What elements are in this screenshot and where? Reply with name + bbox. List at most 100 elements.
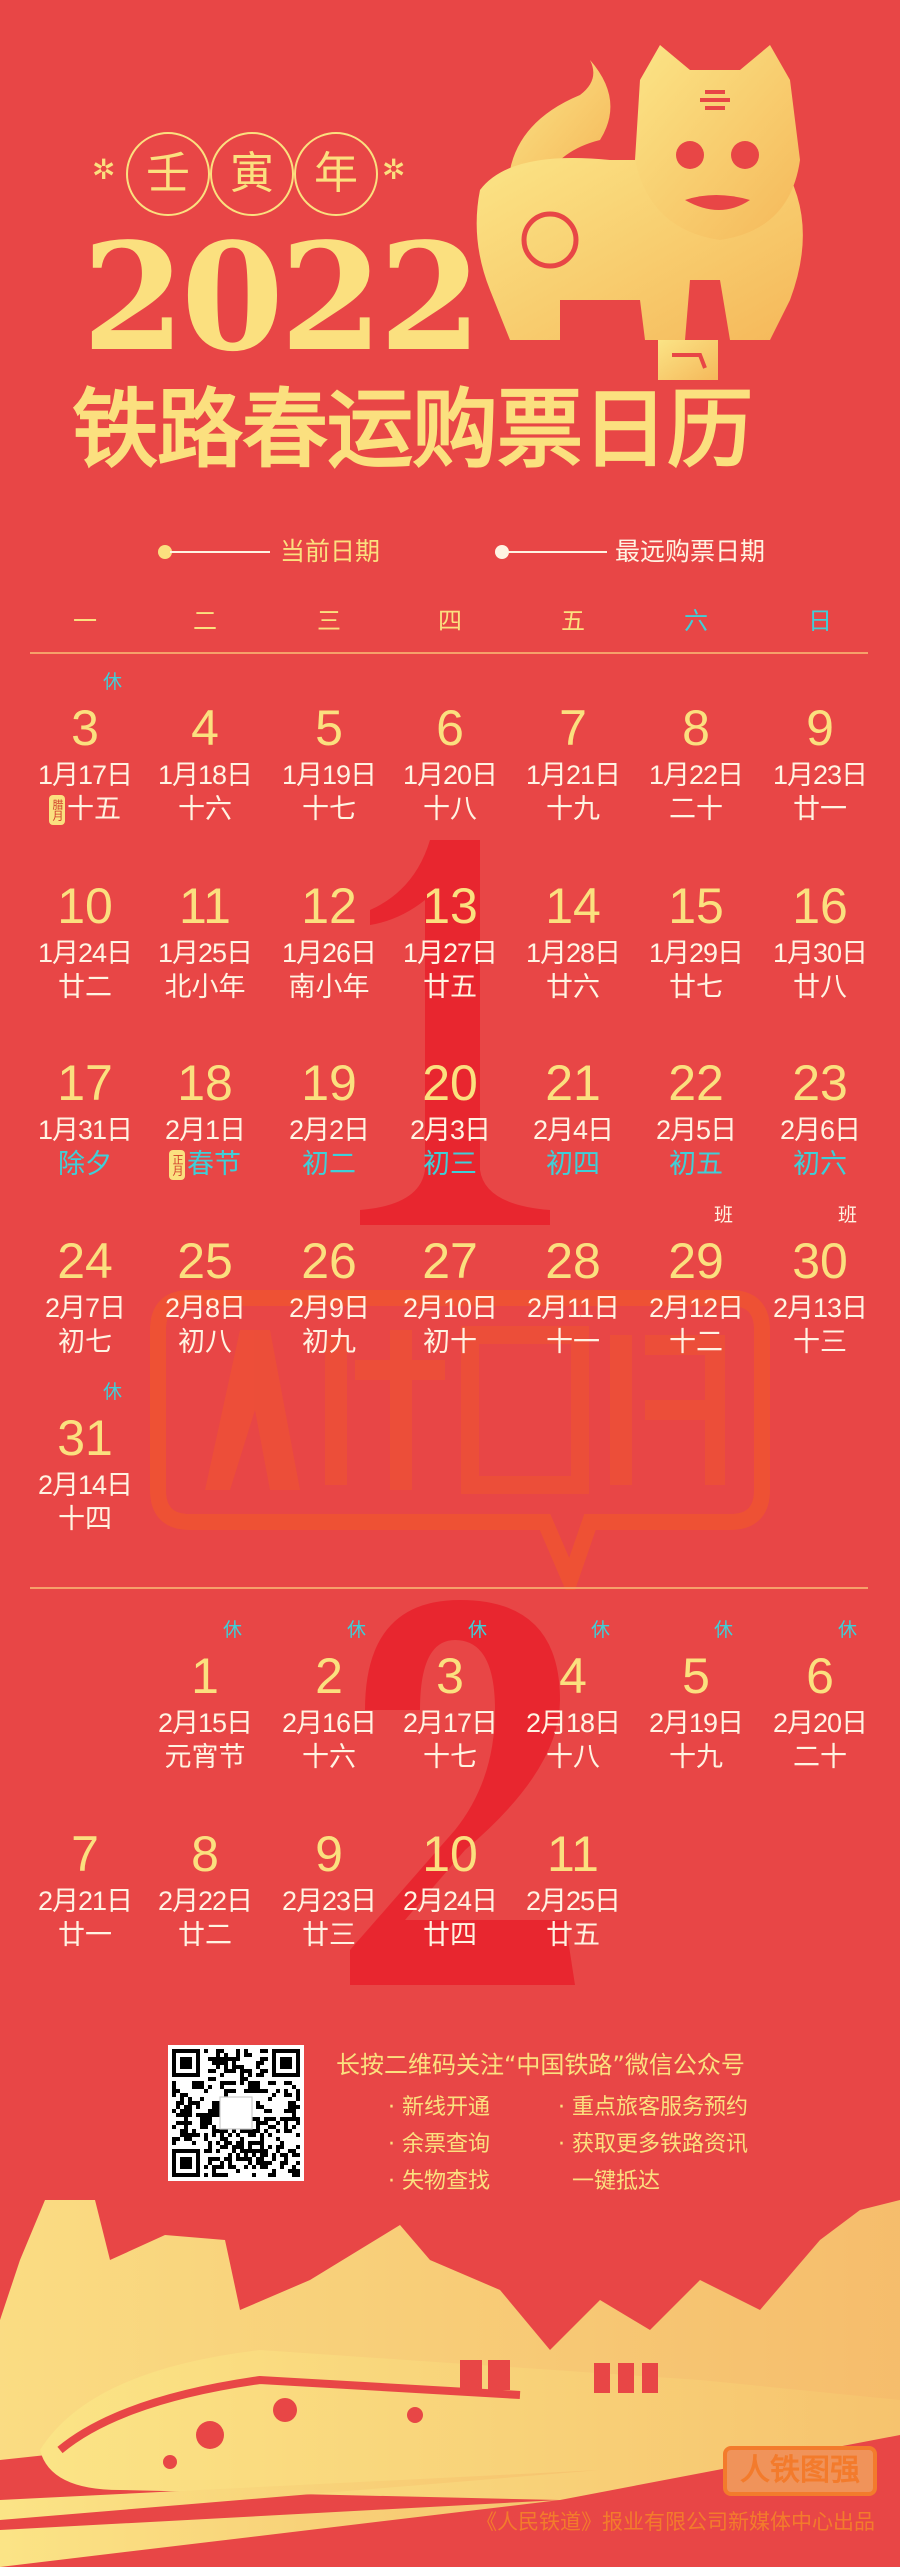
- lunar-date: 初三: [423, 1149, 477, 1180]
- weekday-label: 六: [684, 607, 708, 635]
- lunar-date: 廿一: [58, 1919, 112, 1951]
- calendar-day[interactable]: 8 1月22日 二十: [636, 700, 756, 830]
- year-char: 壬: [126, 132, 210, 216]
- calendar-day[interactable]: 26 2月9日 初九: [269, 1233, 389, 1363]
- weekday-label: 日: [808, 607, 832, 635]
- lunar-row: 初六: [760, 1148, 880, 1182]
- calendar-day[interactable]: 28 2月11日 十一: [513, 1233, 633, 1363]
- calendar-day[interactable]: 9 1月23日 廿一: [760, 700, 880, 830]
- calendar-day[interactable]: 30 班 2月13日 十三: [760, 1204, 880, 1363]
- calendar-day[interactable]: 13 1月27日 廿五: [390, 878, 510, 1008]
- day-number: 1: [191, 1648, 219, 1704]
- gregorian-date: 2月6日: [779, 1115, 861, 1145]
- gregorian-date: 1月19日: [281, 760, 377, 790]
- calendar-day[interactable]: 16 1月30日 廿八: [760, 878, 880, 1008]
- lunar-row: 廿八: [760, 971, 880, 1005]
- calendar-day[interactable]: 24 2月7日 初七: [25, 1233, 145, 1363]
- lunar-date: 十一: [546, 1326, 600, 1358]
- lunar-date: 十七: [302, 794, 356, 825]
- calendar-day[interactable]: 17 1月31日 除夕: [25, 1055, 145, 1185]
- lunar-row: 廿六: [513, 971, 633, 1005]
- lunar-date: 初十: [423, 1326, 477, 1358]
- day-number: 31: [57, 1410, 113, 1466]
- legend-line: [507, 551, 607, 553]
- lunar-row: 二十: [636, 793, 756, 827]
- gregorian-date: 2月22日: [157, 1885, 253, 1916]
- holiday-badge: 休: [714, 1619, 734, 1641]
- calendar-day[interactable]: 10 1月24日 廿二: [25, 878, 145, 1008]
- calendar-day[interactable]: 7 1月21日 十九: [513, 700, 633, 830]
- calendar-day[interactable]: 11 2月25日 廿五: [513, 1826, 633, 1956]
- gregorian-date: 1月18日: [157, 760, 253, 790]
- day-number: 3: [71, 700, 99, 756]
- lunar-row: 廿二: [25, 971, 145, 1005]
- calendar-day[interactable]: 5 休 2月19日 十九: [636, 1619, 756, 1778]
- day-number: 19: [301, 1055, 357, 1111]
- calendar-day[interactable]: 10 2月24日 廿四: [390, 1826, 510, 1956]
- calendar-day[interactable]: 25 2月8日 初八: [145, 1233, 265, 1363]
- gregorian-date: 2月20日: [772, 1708, 868, 1738]
- calendar-day[interactable]: 29 班 2月12日 十二: [636, 1204, 756, 1363]
- calendar-day[interactable]: 23 2月6日初六: [760, 1055, 880, 1185]
- qr-code[interactable]: [168, 2045, 304, 2181]
- calendar-day[interactable]: 18 2月1日 正月 春节: [145, 1055, 265, 1185]
- day-number: 26: [301, 1232, 357, 1289]
- calendar-day[interactable]: 11 1月25日 北小年: [145, 878, 265, 1008]
- gregorian-date: 2月16日: [281, 1708, 377, 1738]
- lunar-row: 二十: [760, 1741, 880, 1775]
- calendar-day[interactable]: 5 1月19日 十七: [269, 700, 389, 830]
- day-number: 3: [436, 1648, 464, 1704]
- lunar-row: 十二: [636, 1326, 756, 1360]
- calendar-day[interactable]: 2 休 2月16日 十六: [269, 1619, 389, 1778]
- lunar-row: 正月 春节: [145, 1148, 265, 1182]
- calendar-day[interactable]: 19 2月2日 初二: [269, 1055, 389, 1185]
- legend-line: [170, 551, 270, 553]
- lunar-row: 十四: [25, 1503, 145, 1537]
- day-number: 11: [547, 1825, 599, 1882]
- year-title: 2022: [82, 210, 482, 384]
- day-number: 23: [792, 1055, 848, 1111]
- calendar-day[interactable]: 27 2月10日 初十: [390, 1233, 510, 1363]
- day-number: 7: [71, 1825, 99, 1882]
- day-number: 4: [191, 700, 219, 756]
- lunar-row: 廿一: [760, 793, 880, 827]
- calendar-day[interactable]: 15 1月29日 廿七: [636, 878, 756, 1008]
- calendar-day[interactable]: 6 1月20日 十八: [390, 700, 510, 830]
- workday-badge: 班: [714, 1203, 734, 1226]
- calendar-day[interactable]: 14 1月28日 廿六: [513, 878, 633, 1008]
- calendar-day[interactable]: 7 2月21日 廿一: [25, 1826, 145, 1956]
- paper-cut-tiger-icon: [476, 45, 803, 380]
- gregorian-date: 2月9日: [288, 1292, 370, 1323]
- weekday-label: 五: [561, 607, 585, 635]
- calendar-day[interactable]: 4 1月18日 十六: [145, 700, 265, 830]
- lunar-row: 初七: [25, 1326, 145, 1360]
- gregorian-date: 2月14日: [37, 1470, 133, 1500]
- calendar-day[interactable]: 31 休 2月14日 十四: [25, 1381, 145, 1540]
- gregorian-date: 2月25日: [525, 1885, 621, 1916]
- calendar-day[interactable]: 20 2月3日 初三: [390, 1055, 510, 1185]
- lunar-date: 初六: [793, 1149, 847, 1180]
- lunar-month-marker: 腊月: [49, 795, 65, 825]
- bullet-icon: ·: [558, 2095, 572, 2120]
- lunar-date: 十八: [546, 1742, 600, 1773]
- lunar-row: 北小年: [145, 971, 265, 1005]
- lunar-row: 元宵节: [145, 1741, 265, 1775]
- promo-headline: 长按二维码关注“中国铁路”微信公众号: [336, 2051, 745, 2079]
- calendar-day[interactable]: 22 2月5日 初五: [636, 1055, 756, 1185]
- calendar-day[interactable]: 8 2月22日 廿二: [145, 1826, 265, 1956]
- day-number: 7: [559, 700, 587, 756]
- footer-logo: 人铁图强: [723, 2446, 877, 2496]
- calendar-day[interactable]: 3 休 1月17日 腊月 十五: [25, 671, 145, 830]
- calendar-day[interactable]: 6 休 2月20日 二十: [760, 1619, 880, 1778]
- feature-label: 重点旅客服务预约: [572, 2095, 749, 2120]
- calendar-day[interactable]: 21 2月4日 初四: [513, 1055, 633, 1185]
- day-number: 18: [177, 1055, 233, 1111]
- calendar-day[interactable]: 12 1月26日 南小年: [269, 878, 389, 1008]
- lunar-row: 初二: [269, 1148, 389, 1182]
- calendar-day[interactable]: 3 休 2月17日 十七: [390, 1619, 510, 1778]
- lunar-row: 廿一: [25, 1919, 145, 1953]
- lunar-row: 十八: [513, 1741, 633, 1775]
- calendar-day[interactable]: 9 2月23日 廿三: [269, 1826, 389, 1956]
- calendar-day[interactable]: 4 休 2月18日 十八: [513, 1619, 633, 1778]
- calendar-day[interactable]: 1 休 2月15日 元宵节: [145, 1619, 265, 1778]
